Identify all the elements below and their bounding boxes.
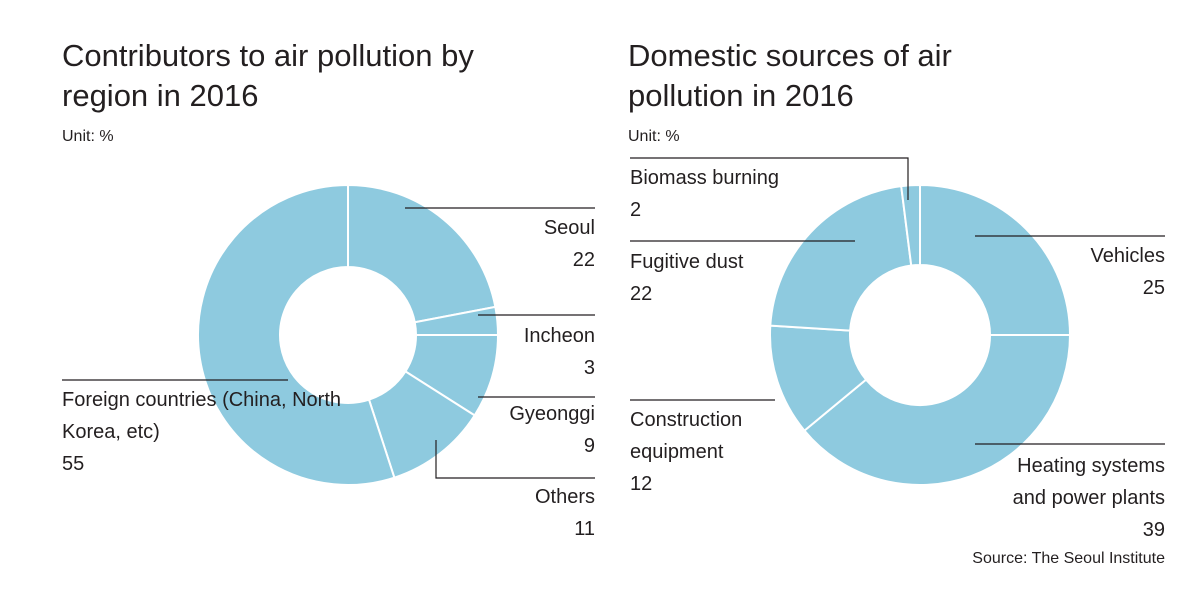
segment-label: Fugitive dust 22 bbox=[630, 246, 830, 310]
donut-segment bbox=[769, 185, 913, 332]
value-label: 22 bbox=[572, 249, 595, 271]
category-label: Fugitive dust bbox=[630, 251, 744, 273]
segment-label: Heating systems and power plants 39 bbox=[985, 450, 1165, 546]
donut-segment bbox=[197, 183, 396, 486]
value-label: 9 bbox=[583, 435, 595, 457]
segment-label: Construction equipment 12 bbox=[630, 404, 780, 500]
donut-segment bbox=[919, 183, 1072, 336]
unit-label: Unit: % bbox=[628, 128, 680, 145]
category-label: Biomass burning bbox=[630, 167, 779, 189]
category-label: Construction equipment bbox=[630, 409, 743, 463]
segment-label: Biomass burning 2 bbox=[630, 162, 850, 226]
value-label: 2 bbox=[630, 199, 642, 221]
source: Source: The Seoul Institute bbox=[972, 550, 1165, 567]
value-label: 39 bbox=[1142, 519, 1165, 541]
segment-label: Others 11 bbox=[395, 481, 595, 545]
value-label: 25 bbox=[1142, 277, 1165, 299]
value-label: 3 bbox=[583, 357, 595, 379]
category-label: Others bbox=[534, 486, 595, 508]
category-label: Seoul bbox=[543, 217, 595, 239]
segment-label: Foreign countries (China, North Korea, e… bbox=[62, 384, 352, 480]
donut-segment bbox=[803, 334, 1072, 486]
segment-label: Gyeonggi 9 bbox=[395, 398, 595, 462]
segment-label: Vehicles 25 bbox=[965, 240, 1166, 304]
category-label: Incheon bbox=[523, 325, 595, 347]
segment-label: Seoul 22 bbox=[395, 212, 595, 276]
category-label: Vehicles bbox=[1090, 245, 1166, 267]
category-label: Heating systems and power plants bbox=[1012, 455, 1165, 509]
value-label: 12 bbox=[630, 473, 653, 495]
value-label: 11 bbox=[574, 518, 595, 540]
chart-title: Contributors to air pollution by region … bbox=[62, 38, 474, 113]
donut-segment bbox=[347, 183, 497, 324]
leader-line bbox=[435, 440, 595, 479]
value-label: 55 bbox=[62, 453, 85, 475]
value-label: 22 bbox=[630, 283, 653, 305]
segment-label: Incheon 3 bbox=[395, 320, 595, 384]
category-label: Gyeonggi bbox=[509, 403, 595, 425]
category-label: Foreign countries (China, North Korea, e… bbox=[62, 389, 342, 443]
unit-label: Unit: % bbox=[62, 128, 114, 145]
leader-line bbox=[630, 157, 909, 200]
chart-title: Domestic sources of air pollution in 201… bbox=[628, 38, 952, 113]
